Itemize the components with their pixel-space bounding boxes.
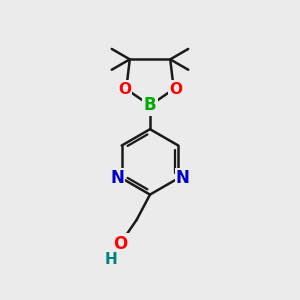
Text: O: O <box>169 82 182 97</box>
Text: B: B <box>144 96 156 114</box>
Text: O: O <box>118 82 131 97</box>
Text: O: O <box>113 235 127 253</box>
Text: H: H <box>105 253 118 268</box>
Text: N: N <box>110 169 124 187</box>
Text: N: N <box>176 169 190 187</box>
